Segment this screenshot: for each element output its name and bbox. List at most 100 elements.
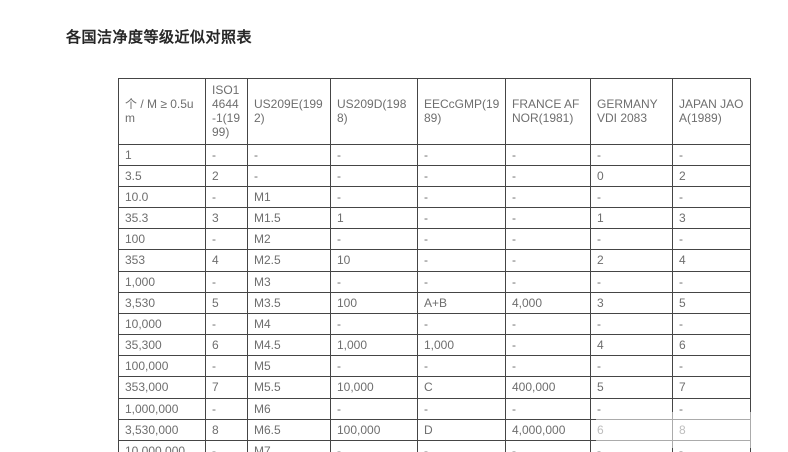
table-cell: 7 bbox=[205, 376, 248, 399]
column-header: ISO14644-1(1999) bbox=[205, 78, 248, 145]
table-cell: 3 bbox=[590, 291, 673, 314]
column-header: JAPAN JAOA(1989) bbox=[672, 78, 751, 145]
table-cell: - bbox=[417, 439, 506, 452]
table-cell: - bbox=[330, 355, 418, 378]
column-header: 个 / M ≥ 0.5um bbox=[118, 78, 206, 145]
table-cell: - bbox=[417, 312, 506, 336]
table-cell: 2 bbox=[590, 249, 673, 272]
table-cell: - bbox=[505, 185, 591, 209]
table-cell: - bbox=[205, 355, 248, 378]
table-cell: 7 bbox=[672, 376, 751, 399]
table-cell: M3 bbox=[247, 270, 331, 293]
table-cell: 4,000,000 bbox=[505, 418, 591, 441]
table-cell: - bbox=[590, 439, 673, 452]
column-header: US209D(1988) bbox=[330, 78, 418, 145]
table-cell: - bbox=[205, 439, 248, 452]
table-row: 10,000,000- M7- - - - - bbox=[118, 439, 751, 452]
table-cell: 6 bbox=[205, 334, 248, 357]
table-cell: - bbox=[505, 334, 591, 357]
column-header: GERMANY VDI 2083 bbox=[590, 78, 673, 145]
table-row: 100,000- M5- - - - - bbox=[118, 355, 751, 378]
table-cell: - bbox=[417, 355, 506, 378]
table-cell: 2 bbox=[205, 164, 248, 187]
table-cell: - bbox=[417, 270, 506, 293]
column-header: EECcGMP(1989) bbox=[417, 78, 506, 145]
page-title: 各国洁净度等级近似对照表 bbox=[66, 29, 253, 46]
table-cell: 10 bbox=[330, 249, 418, 272]
table-cell: 6 bbox=[590, 418, 673, 441]
table-cell: 1,000,000 bbox=[118, 397, 206, 420]
table-cell: - bbox=[672, 228, 751, 251]
table-cell: - bbox=[330, 185, 418, 209]
table-cell: 6 bbox=[672, 334, 751, 357]
table-cell: - bbox=[330, 397, 418, 420]
table-cell: M1 bbox=[247, 185, 331, 209]
table-cell: M6.5 bbox=[247, 418, 331, 441]
column-header: US209E(1992) bbox=[247, 78, 331, 145]
table-cell: 10,000 bbox=[330, 376, 418, 399]
table-cell: 100 bbox=[118, 228, 206, 251]
table-cell: M2 bbox=[247, 228, 331, 251]
table-cell: - bbox=[330, 312, 418, 336]
table-cell: - bbox=[205, 397, 248, 420]
table-cell: 3 bbox=[672, 207, 751, 230]
comparison-table: 个 / M ≥ 0.5um ISO14644-1(1999) US209E(1992… bbox=[118, 78, 751, 452]
table-cell: - bbox=[505, 312, 591, 336]
table-cell: - bbox=[505, 143, 591, 166]
table-body: 1- - - - - - -3.5 2- - - -0 2 10.0- M1- - - - -35.3 3 M1.5 1… bbox=[118, 143, 751, 452]
table-cell: 4 bbox=[672, 249, 751, 272]
table-cell: 353,000 bbox=[118, 376, 206, 399]
table-cell: 35,300 bbox=[118, 334, 206, 357]
table-row: 100- M2- - - - - bbox=[118, 228, 751, 251]
table-cell: 100,000 bbox=[330, 418, 418, 441]
table-cell: M5 bbox=[247, 355, 331, 378]
table-header: 个 / M ≥ 0.5um ISO14644-1(1999) US209E(1992… bbox=[118, 78, 751, 145]
table-cell: 1,000 bbox=[330, 334, 418, 357]
table-cell: - bbox=[505, 439, 591, 452]
table-cell: - bbox=[672, 397, 751, 420]
table-cell: 0 bbox=[590, 164, 673, 187]
table-row: 1------- bbox=[118, 143, 751, 166]
table-cell: 8 bbox=[205, 418, 248, 441]
table-cell: A+B bbox=[417, 291, 506, 314]
table-cell: - bbox=[672, 270, 751, 293]
table-cell: - bbox=[205, 312, 248, 336]
table-cell: 1,000 bbox=[417, 334, 506, 357]
table-cell: - bbox=[672, 143, 751, 166]
table-cell: - bbox=[417, 397, 506, 420]
table-cell: - bbox=[590, 143, 673, 166]
table-cell: 35.3 bbox=[118, 207, 206, 230]
table-row: 1,000,000- M6- - - - - bbox=[118, 397, 751, 420]
table-cell: - bbox=[417, 143, 506, 166]
table-cell: 3 bbox=[205, 207, 248, 230]
table-cell: M6 bbox=[247, 397, 331, 420]
table-cell: - bbox=[205, 270, 248, 293]
table-cell: M7 bbox=[247, 439, 331, 452]
table-cell: M3.5 bbox=[247, 291, 331, 314]
table-cell: - bbox=[417, 185, 506, 209]
table-cell: - bbox=[417, 207, 506, 230]
table-cell: - bbox=[672, 312, 751, 336]
table-cell: M4 bbox=[247, 312, 331, 336]
table-cell: 10.0 bbox=[118, 185, 206, 209]
table-cell: 3,530,000 bbox=[118, 418, 206, 441]
table-cell: - bbox=[505, 270, 591, 293]
table-row: 10,000- M4- - - - - bbox=[118, 312, 751, 336]
table-row: 3,530,000 8 M6.5 100,000 D 4,000,000 6 8 bbox=[118, 418, 751, 441]
table-cell: 5 bbox=[205, 291, 248, 314]
table-cell: - bbox=[330, 164, 418, 187]
table-row: 35,300 6 M4.5 1,000 1,000-4 6 bbox=[118, 334, 751, 357]
table-row: 10.0- M1- - - - - bbox=[118, 185, 751, 209]
table-cell: 100 bbox=[330, 291, 418, 314]
table-cell: M5.5 bbox=[247, 376, 331, 399]
table-cell: 1 bbox=[118, 143, 206, 166]
table-cell: - bbox=[505, 228, 591, 251]
table-cell: - bbox=[672, 439, 751, 452]
table-cell: - bbox=[505, 397, 591, 420]
table-cell: - bbox=[205, 185, 248, 209]
table-cell: 3.5 bbox=[118, 164, 206, 187]
table-cell: 2 bbox=[672, 164, 751, 187]
table-cell: M1.5 bbox=[247, 207, 331, 230]
table-cell: 4,000 bbox=[505, 291, 591, 314]
